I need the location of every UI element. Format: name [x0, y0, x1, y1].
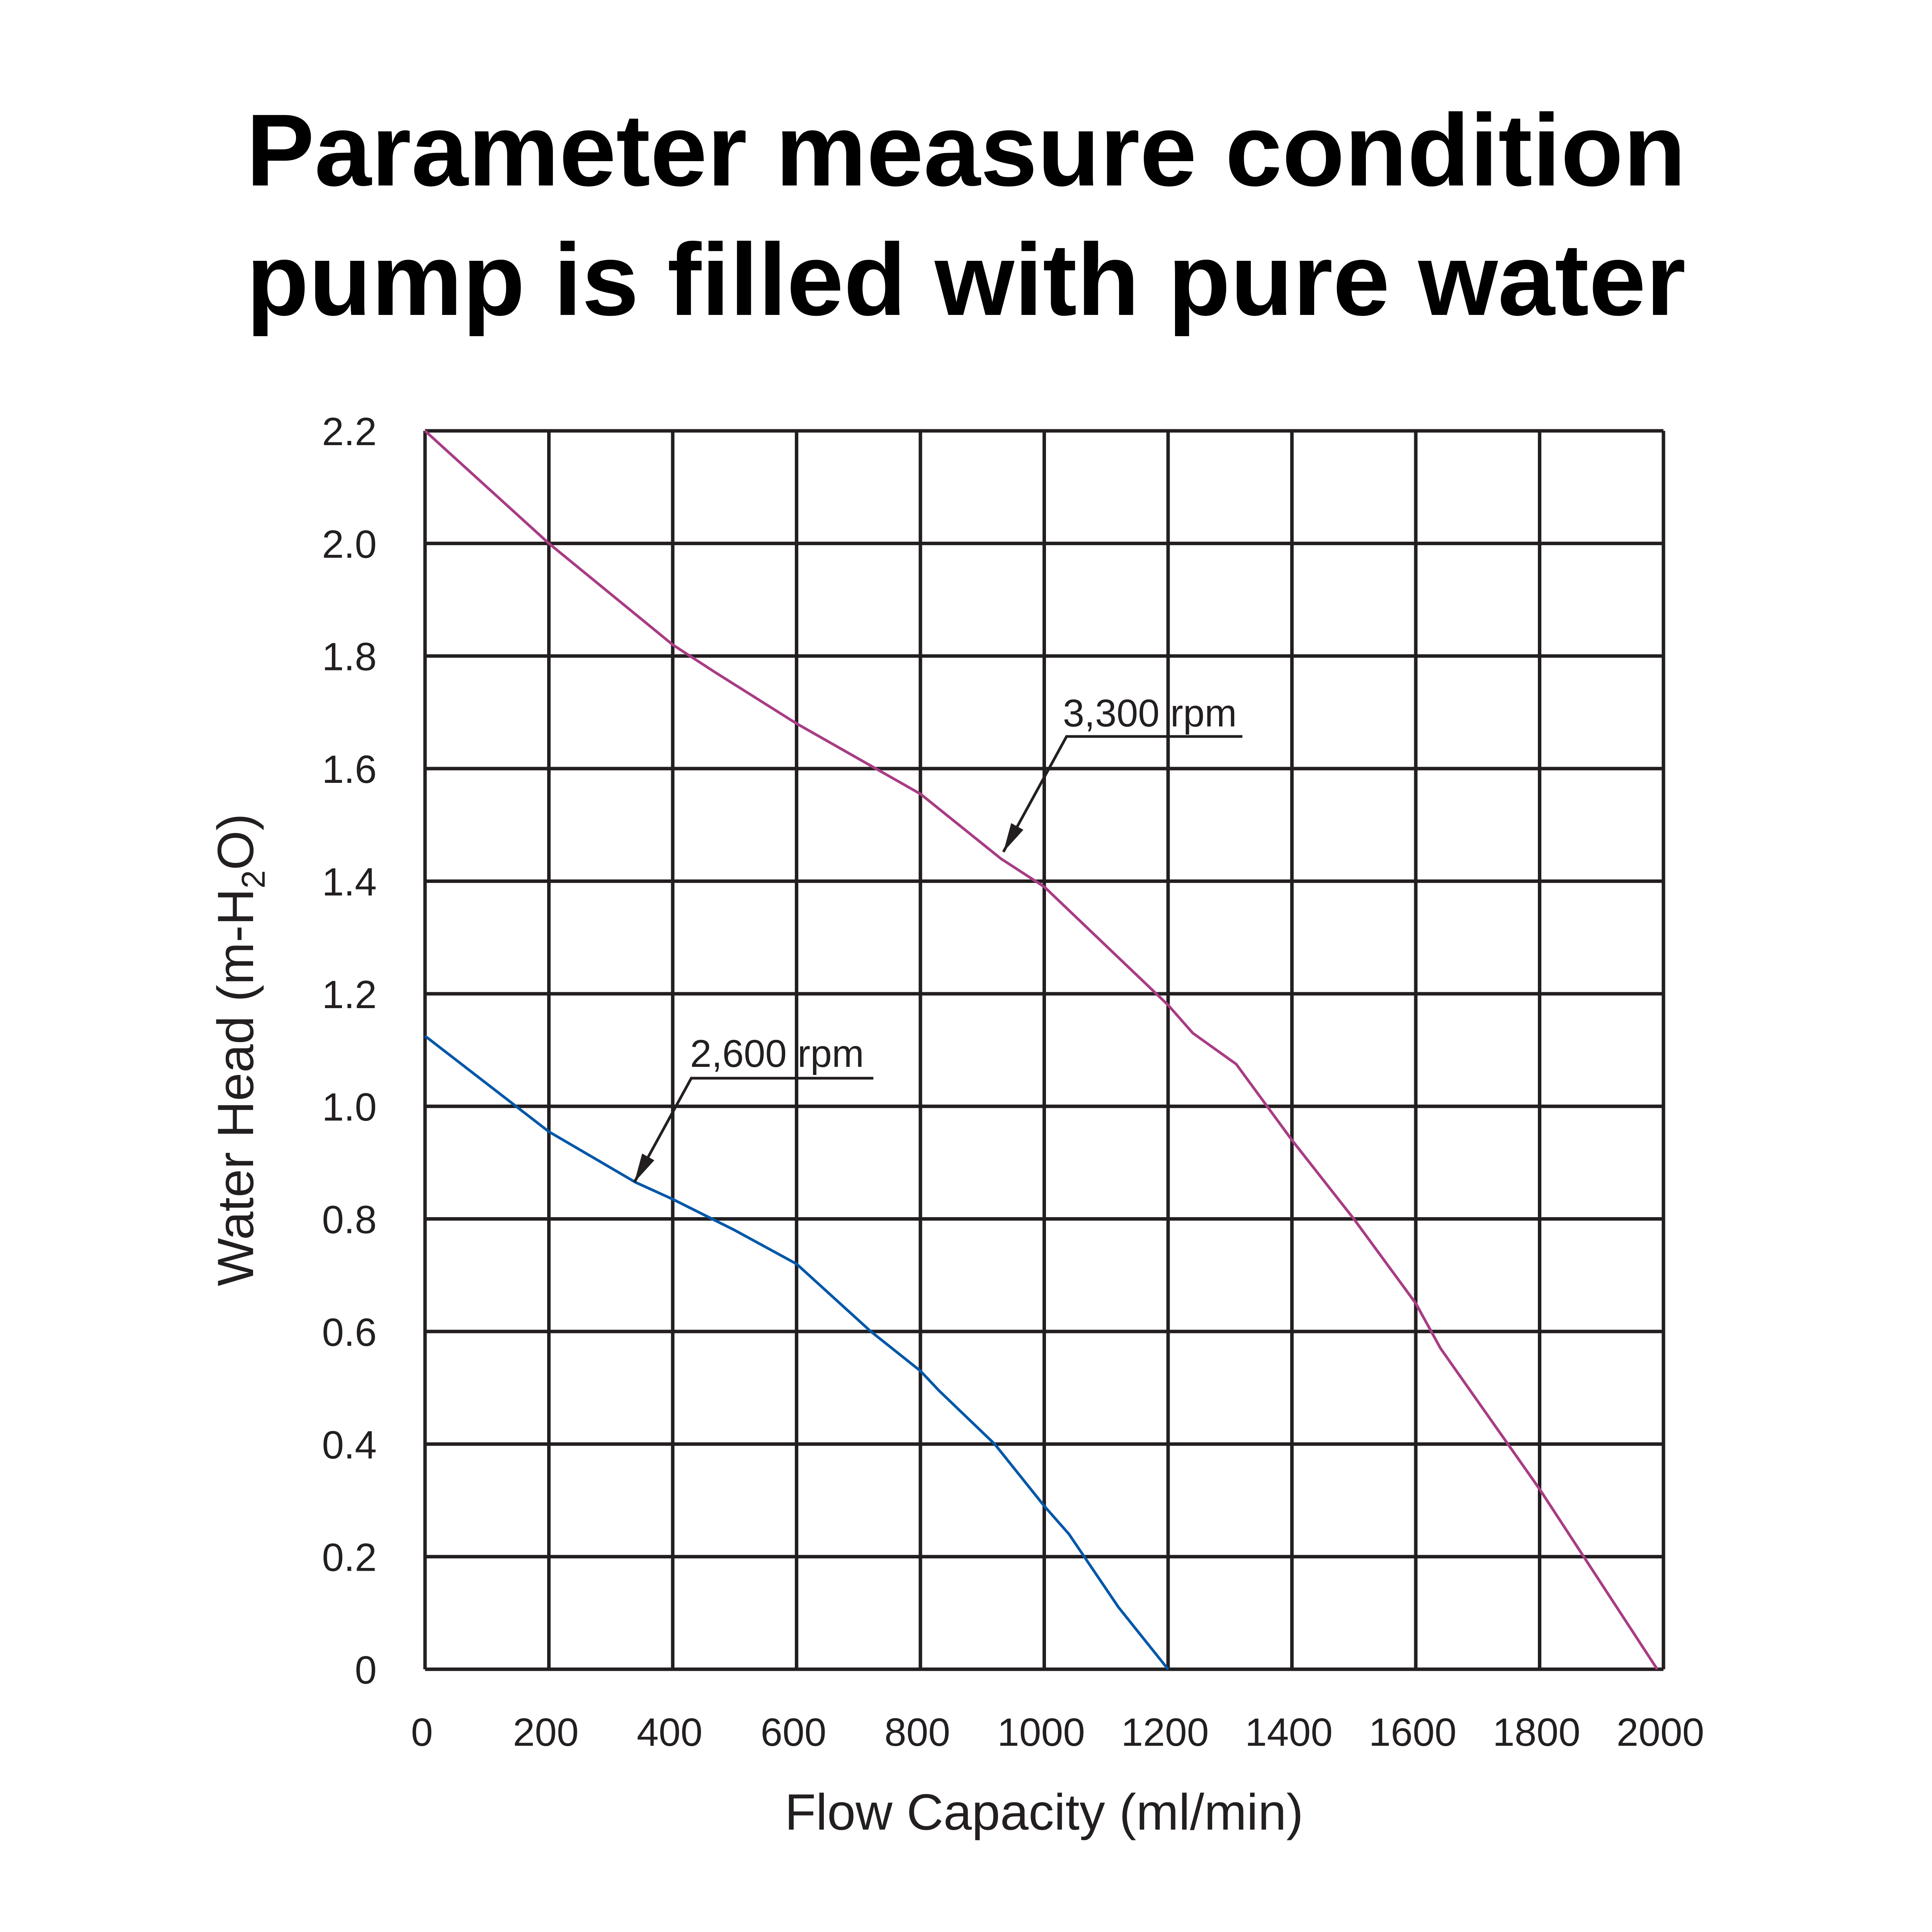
x-tick-label: 800	[884, 1710, 950, 1754]
y-tick-label: 1.0	[322, 1085, 377, 1129]
y-tick-label: 0.2	[322, 1536, 377, 1580]
y-axis-title-main: Water Head (m-H	[207, 888, 264, 1286]
y-tick-label: 1.6	[322, 747, 377, 791]
x-tick-labels: 0 200 400 600 800 1000 1200 1400 1600 1800 2000	[411, 1710, 1704, 1754]
x-tick-label: 2000	[1617, 1710, 1704, 1754]
annotation-arrowhead-icon	[634, 1153, 655, 1182]
y-tick-label: 1.2	[322, 973, 377, 1017]
chart-title-line-1: Parameter measure condition	[246, 93, 1686, 207]
x-tick-label: 400	[637, 1710, 702, 1754]
chart-title-line-2: pump is filled with pure water	[246, 223, 1685, 337]
y-tick-label: 0	[355, 1648, 377, 1692]
y-tick-label: 2.0	[322, 522, 377, 566]
annotation-label: 2,600 rpm	[690, 1032, 864, 1075]
x-tick-label: 1400	[1245, 1710, 1333, 1754]
x-tick-label: 1800	[1493, 1710, 1580, 1754]
x-tick-label: 1600	[1369, 1710, 1457, 1754]
x-tick-label: 1200	[1121, 1710, 1209, 1754]
y-tick-label: 0.8	[322, 1198, 377, 1242]
series-line-2600-rpm	[424, 1035, 1169, 1670]
y-tick-labels: 0 0.2 0.4 0.6 0.8 1.0 1.2 1.4 1.6 1.8 2.0 2.2	[322, 410, 377, 1692]
x-tick-label: 0	[411, 1710, 433, 1754]
y-tick-label: 1.8	[322, 635, 377, 679]
x-tick-label: 1000	[997, 1710, 1085, 1754]
grid	[423, 429, 1665, 1671]
y-axis-title: Water Head (m-H2O)	[207, 813, 272, 1286]
annotation-arrowhead-icon	[1003, 823, 1024, 852]
y-axis-title-end: O)	[207, 813, 264, 870]
y-tick-label: 0.6	[322, 1310, 377, 1354]
y-tick-label: 2.2	[322, 410, 377, 454]
y-axis-title-subscript: 2	[235, 870, 272, 888]
annotation-leader-line	[1002, 735, 1243, 853]
series-line-3300-rpm	[424, 430, 1658, 1670]
annotation-label: 3,300 rpm	[1063, 692, 1237, 735]
x-tick-label: 600	[760, 1710, 826, 1754]
series-lines	[424, 430, 1658, 1670]
y-tick-label: 0.4	[322, 1423, 377, 1467]
y-tick-label: 1.4	[322, 860, 377, 904]
x-axis-title: Flow Capacity (ml/min)	[785, 1784, 1303, 1840]
x-tick-label: 200	[513, 1710, 578, 1754]
annotation-leader-line	[633, 1077, 874, 1183]
annotations: 3,300 rpm 2,600 rpm	[633, 692, 1243, 1183]
